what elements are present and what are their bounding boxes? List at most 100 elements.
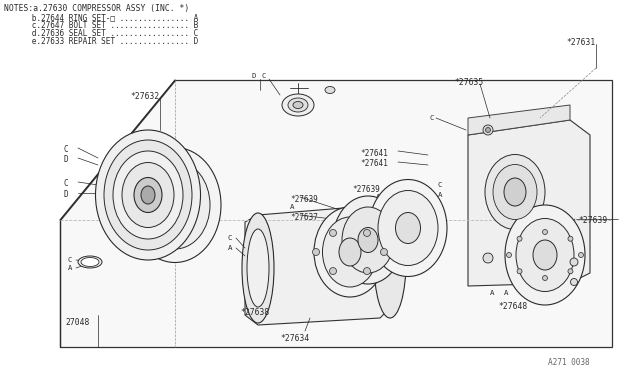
Text: *27639: *27639 — [578, 216, 607, 225]
Text: C: C — [438, 182, 442, 188]
Ellipse shape — [161, 187, 189, 222]
Ellipse shape — [485, 154, 545, 230]
Text: A: A — [290, 204, 294, 210]
Polygon shape — [468, 120, 590, 286]
Text: *27648: *27648 — [498, 302, 527, 311]
Text: *27631: *27631 — [566, 38, 595, 47]
Ellipse shape — [140, 161, 210, 249]
Text: A: A — [438, 192, 442, 198]
Circle shape — [543, 230, 547, 234]
Text: C: C — [228, 235, 232, 241]
Ellipse shape — [516, 218, 574, 292]
Text: D: D — [64, 155, 68, 164]
Polygon shape — [468, 105, 570, 135]
Text: c.27647 BOLT SET ................. B: c.27647 BOLT SET ................. B — [4, 21, 198, 30]
Polygon shape — [60, 80, 612, 347]
Ellipse shape — [342, 207, 394, 273]
Circle shape — [543, 276, 547, 280]
Circle shape — [486, 128, 490, 132]
Text: A: A — [376, 194, 381, 200]
Text: *27637: *27637 — [290, 213, 317, 222]
Ellipse shape — [374, 206, 406, 318]
Circle shape — [570, 279, 577, 285]
Ellipse shape — [505, 205, 585, 305]
Ellipse shape — [369, 180, 447, 276]
Ellipse shape — [314, 207, 386, 297]
Ellipse shape — [396, 212, 420, 244]
Text: A271 0038: A271 0038 — [548, 358, 589, 367]
Ellipse shape — [95, 130, 200, 260]
Ellipse shape — [134, 177, 162, 212]
Text: *27638: *27638 — [240, 308, 269, 317]
Text: C: C — [430, 115, 435, 121]
Circle shape — [483, 125, 493, 135]
Ellipse shape — [104, 140, 192, 250]
Text: *27641: *27641 — [360, 159, 388, 168]
Text: NOTES:a.27630 COMPRESSOR ASSY (INC. *): NOTES:a.27630 COMPRESSOR ASSY (INC. *) — [4, 4, 189, 13]
Ellipse shape — [493, 164, 537, 219]
Text: *27634: *27634 — [280, 334, 309, 343]
Text: *27639: *27639 — [352, 185, 380, 194]
Ellipse shape — [333, 196, 403, 284]
Text: 27048: 27048 — [65, 318, 90, 327]
Text: d.27636 SEAL SET ................. C: d.27636 SEAL SET ................. C — [4, 29, 198, 38]
Ellipse shape — [358, 228, 378, 253]
Circle shape — [506, 253, 511, 257]
Ellipse shape — [169, 198, 181, 212]
Text: A: A — [68, 265, 72, 271]
Text: *27641: *27641 — [360, 149, 388, 158]
Ellipse shape — [81, 257, 99, 266]
Circle shape — [381, 248, 387, 256]
Circle shape — [312, 248, 319, 256]
Text: b.27644 RING SET-□ ............... A: b.27644 RING SET-□ ............... A — [4, 13, 198, 22]
Ellipse shape — [504, 178, 526, 206]
Ellipse shape — [325, 87, 335, 93]
Text: C: C — [68, 257, 72, 263]
Text: *27632: *27632 — [130, 92, 159, 101]
Ellipse shape — [282, 94, 314, 116]
Text: C: C — [261, 73, 266, 79]
Circle shape — [568, 269, 573, 274]
Ellipse shape — [533, 240, 557, 270]
Circle shape — [330, 267, 337, 275]
Text: A: A — [504, 290, 509, 296]
Text: D: D — [64, 190, 68, 199]
Text: C: C — [64, 145, 68, 154]
Circle shape — [579, 253, 584, 257]
Ellipse shape — [323, 217, 378, 287]
Text: *27672: *27672 — [396, 225, 424, 234]
Circle shape — [364, 267, 371, 275]
Text: C: C — [64, 179, 68, 188]
Circle shape — [483, 253, 493, 263]
Text: A: A — [518, 283, 522, 289]
Ellipse shape — [247, 229, 269, 307]
Text: A: A — [490, 290, 495, 296]
Ellipse shape — [129, 148, 221, 263]
Text: e.27633 REPAIR SET ............... D: e.27633 REPAIR SET ............... D — [4, 37, 198, 46]
Ellipse shape — [242, 213, 274, 323]
Ellipse shape — [293, 102, 303, 109]
Text: D: D — [252, 73, 257, 79]
Ellipse shape — [288, 98, 308, 112]
Text: *27642: *27642 — [348, 265, 376, 274]
Ellipse shape — [378, 190, 438, 266]
Ellipse shape — [78, 256, 102, 268]
Ellipse shape — [141, 186, 155, 204]
Ellipse shape — [122, 163, 174, 228]
Ellipse shape — [113, 151, 183, 239]
Text: B: B — [570, 270, 575, 276]
Circle shape — [568, 236, 573, 241]
Text: A: A — [330, 250, 335, 256]
Circle shape — [330, 230, 337, 237]
Text: *27643: *27643 — [330, 278, 358, 287]
Circle shape — [364, 230, 371, 237]
Text: A: A — [228, 245, 232, 251]
Text: *27639: *27639 — [290, 195, 317, 204]
Circle shape — [570, 258, 578, 266]
Circle shape — [517, 269, 522, 274]
Text: B: B — [560, 280, 564, 286]
Text: *27635: *27635 — [454, 78, 483, 87]
Ellipse shape — [339, 238, 361, 266]
Circle shape — [517, 236, 522, 241]
Polygon shape — [245, 205, 390, 325]
